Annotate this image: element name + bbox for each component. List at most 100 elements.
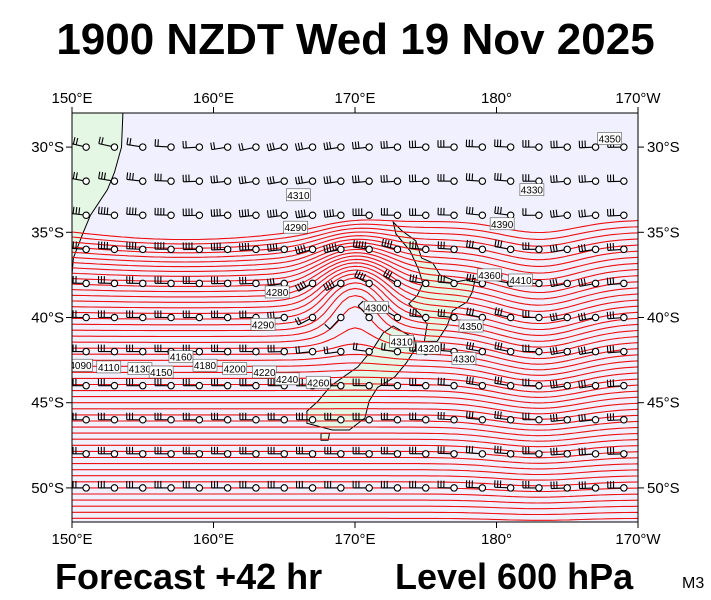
wind-barb bbox=[409, 208, 430, 220]
wind-barb bbox=[239, 480, 260, 492]
wind-barb bbox=[267, 480, 288, 492]
contour-label: 4330 bbox=[519, 183, 545, 197]
svg-text:4350: 4350 bbox=[599, 135, 622, 146]
wind-barb bbox=[154, 173, 175, 185]
contour-label: 4290 bbox=[250, 318, 276, 331]
wind-barb bbox=[126, 480, 147, 492]
svg-text:4290: 4290 bbox=[252, 320, 275, 331]
wind-barb bbox=[578, 209, 600, 220]
contour-label: 4260 bbox=[305, 375, 331, 389]
wind-barb bbox=[522, 174, 543, 185]
wind-barb bbox=[126, 310, 147, 322]
wind-barb bbox=[465, 480, 487, 492]
wind-barb bbox=[522, 344, 543, 356]
wind-barb bbox=[97, 378, 119, 390]
wind-barb bbox=[352, 378, 373, 390]
wind-barb bbox=[126, 172, 147, 185]
contour-label: 4180 bbox=[192, 358, 218, 372]
contour-label: 4350 bbox=[458, 319, 484, 333]
wind-barb bbox=[182, 378, 204, 390]
contour-label: 4310 bbox=[389, 335, 414, 348]
wind-barb bbox=[494, 410, 515, 424]
wind-barb bbox=[210, 242, 232, 254]
wind-barb bbox=[97, 241, 119, 254]
wind-barb bbox=[294, 244, 317, 255]
svg-text:4320: 4320 bbox=[417, 344, 440, 355]
wind-barbs bbox=[72, 136, 628, 492]
wind-barb bbox=[352, 342, 373, 356]
wind-barb bbox=[352, 480, 373, 492]
wind-barb bbox=[182, 310, 204, 322]
wind-barb bbox=[577, 312, 600, 322]
wind-barb bbox=[323, 346, 345, 356]
wind-barb bbox=[465, 173, 487, 185]
wind-barb bbox=[211, 446, 232, 458]
wind-barb bbox=[437, 411, 458, 424]
wind-barb bbox=[465, 139, 487, 151]
wind-barb bbox=[380, 208, 402, 220]
wind-barb bbox=[409, 412, 430, 424]
lon-label-bottom: 170°E bbox=[334, 531, 375, 548]
wind-barb bbox=[357, 300, 373, 322]
contour-label: 4160 bbox=[168, 350, 194, 364]
wind-barb bbox=[494, 239, 515, 254]
wind-barb bbox=[72, 378, 90, 390]
wind-barb bbox=[154, 207, 175, 220]
map-graticule-ticks: 150°E 150°E 160°E 160°E 170°E 170°E 180° 180° 17… bbox=[31, 90, 679, 548]
wind-barb bbox=[550, 481, 571, 492]
wind-barb bbox=[238, 175, 260, 185]
wind-barb bbox=[323, 243, 345, 254]
svg-text:4200: 4200 bbox=[224, 365, 247, 376]
contour-label: 4330 bbox=[451, 352, 477, 365]
wind-barb bbox=[437, 480, 458, 492]
wind-barb bbox=[409, 446, 430, 458]
wind-barb bbox=[126, 137, 147, 151]
wind-barb bbox=[154, 310, 175, 322]
wind-barb bbox=[126, 241, 147, 254]
svg-text:4310: 4310 bbox=[391, 337, 414, 348]
wind-barb bbox=[494, 376, 515, 390]
wind-barb bbox=[352, 412, 373, 424]
wind-barb bbox=[72, 310, 90, 322]
lon-label-bottom: 180° bbox=[481, 531, 512, 548]
lon-label-top: 170°W bbox=[615, 90, 661, 107]
wind-barb bbox=[72, 412, 90, 424]
svg-text:4390: 4390 bbox=[491, 220, 514, 231]
wind-barb bbox=[607, 174, 628, 185]
wind-barb bbox=[380, 140, 402, 151]
contour-label: 4150 bbox=[148, 365, 174, 379]
wind-barb bbox=[606, 277, 628, 288]
contour-labels: 4350433043104290428042904300431043204330… bbox=[72, 132, 623, 389]
svg-text:4280: 4280 bbox=[266, 288, 289, 299]
svg-text:4240: 4240 bbox=[276, 375, 299, 386]
wind-barb bbox=[324, 412, 345, 424]
forecast-hour-label: Forecast +42 hr bbox=[55, 556, 323, 597]
lat-label-right: 40°S bbox=[647, 310, 680, 327]
wind-barb bbox=[211, 344, 232, 356]
wind-barb bbox=[126, 446, 147, 458]
lat-label-left: 35°S bbox=[31, 224, 64, 241]
wind-barb bbox=[267, 344, 288, 356]
lat-label-left: 50°S bbox=[31, 480, 64, 497]
wind-barb bbox=[606, 208, 628, 220]
wind-barb bbox=[126, 207, 147, 220]
wind-barb bbox=[606, 345, 628, 356]
wind-barb bbox=[549, 312, 571, 322]
wind-barb bbox=[72, 344, 90, 356]
wind-barb bbox=[437, 174, 458, 185]
wind-barb bbox=[352, 208, 373, 220]
wind-barb bbox=[466, 341, 487, 356]
wind-barb bbox=[97, 344, 119, 356]
wind-barb bbox=[182, 446, 204, 458]
wind-barb bbox=[466, 273, 487, 288]
wind-barb bbox=[578, 174, 600, 185]
wind-barb bbox=[522, 208, 543, 220]
wind-barb bbox=[494, 139, 515, 151]
wind-barb bbox=[324, 313, 345, 330]
wind-barb bbox=[154, 378, 175, 390]
svg-text:4260: 4260 bbox=[307, 378, 330, 389]
svg-text:4290: 4290 bbox=[284, 223, 307, 234]
contour-label: 4110 bbox=[96, 360, 122, 374]
wind-barb bbox=[239, 276, 260, 288]
wind-barb bbox=[409, 378, 430, 390]
